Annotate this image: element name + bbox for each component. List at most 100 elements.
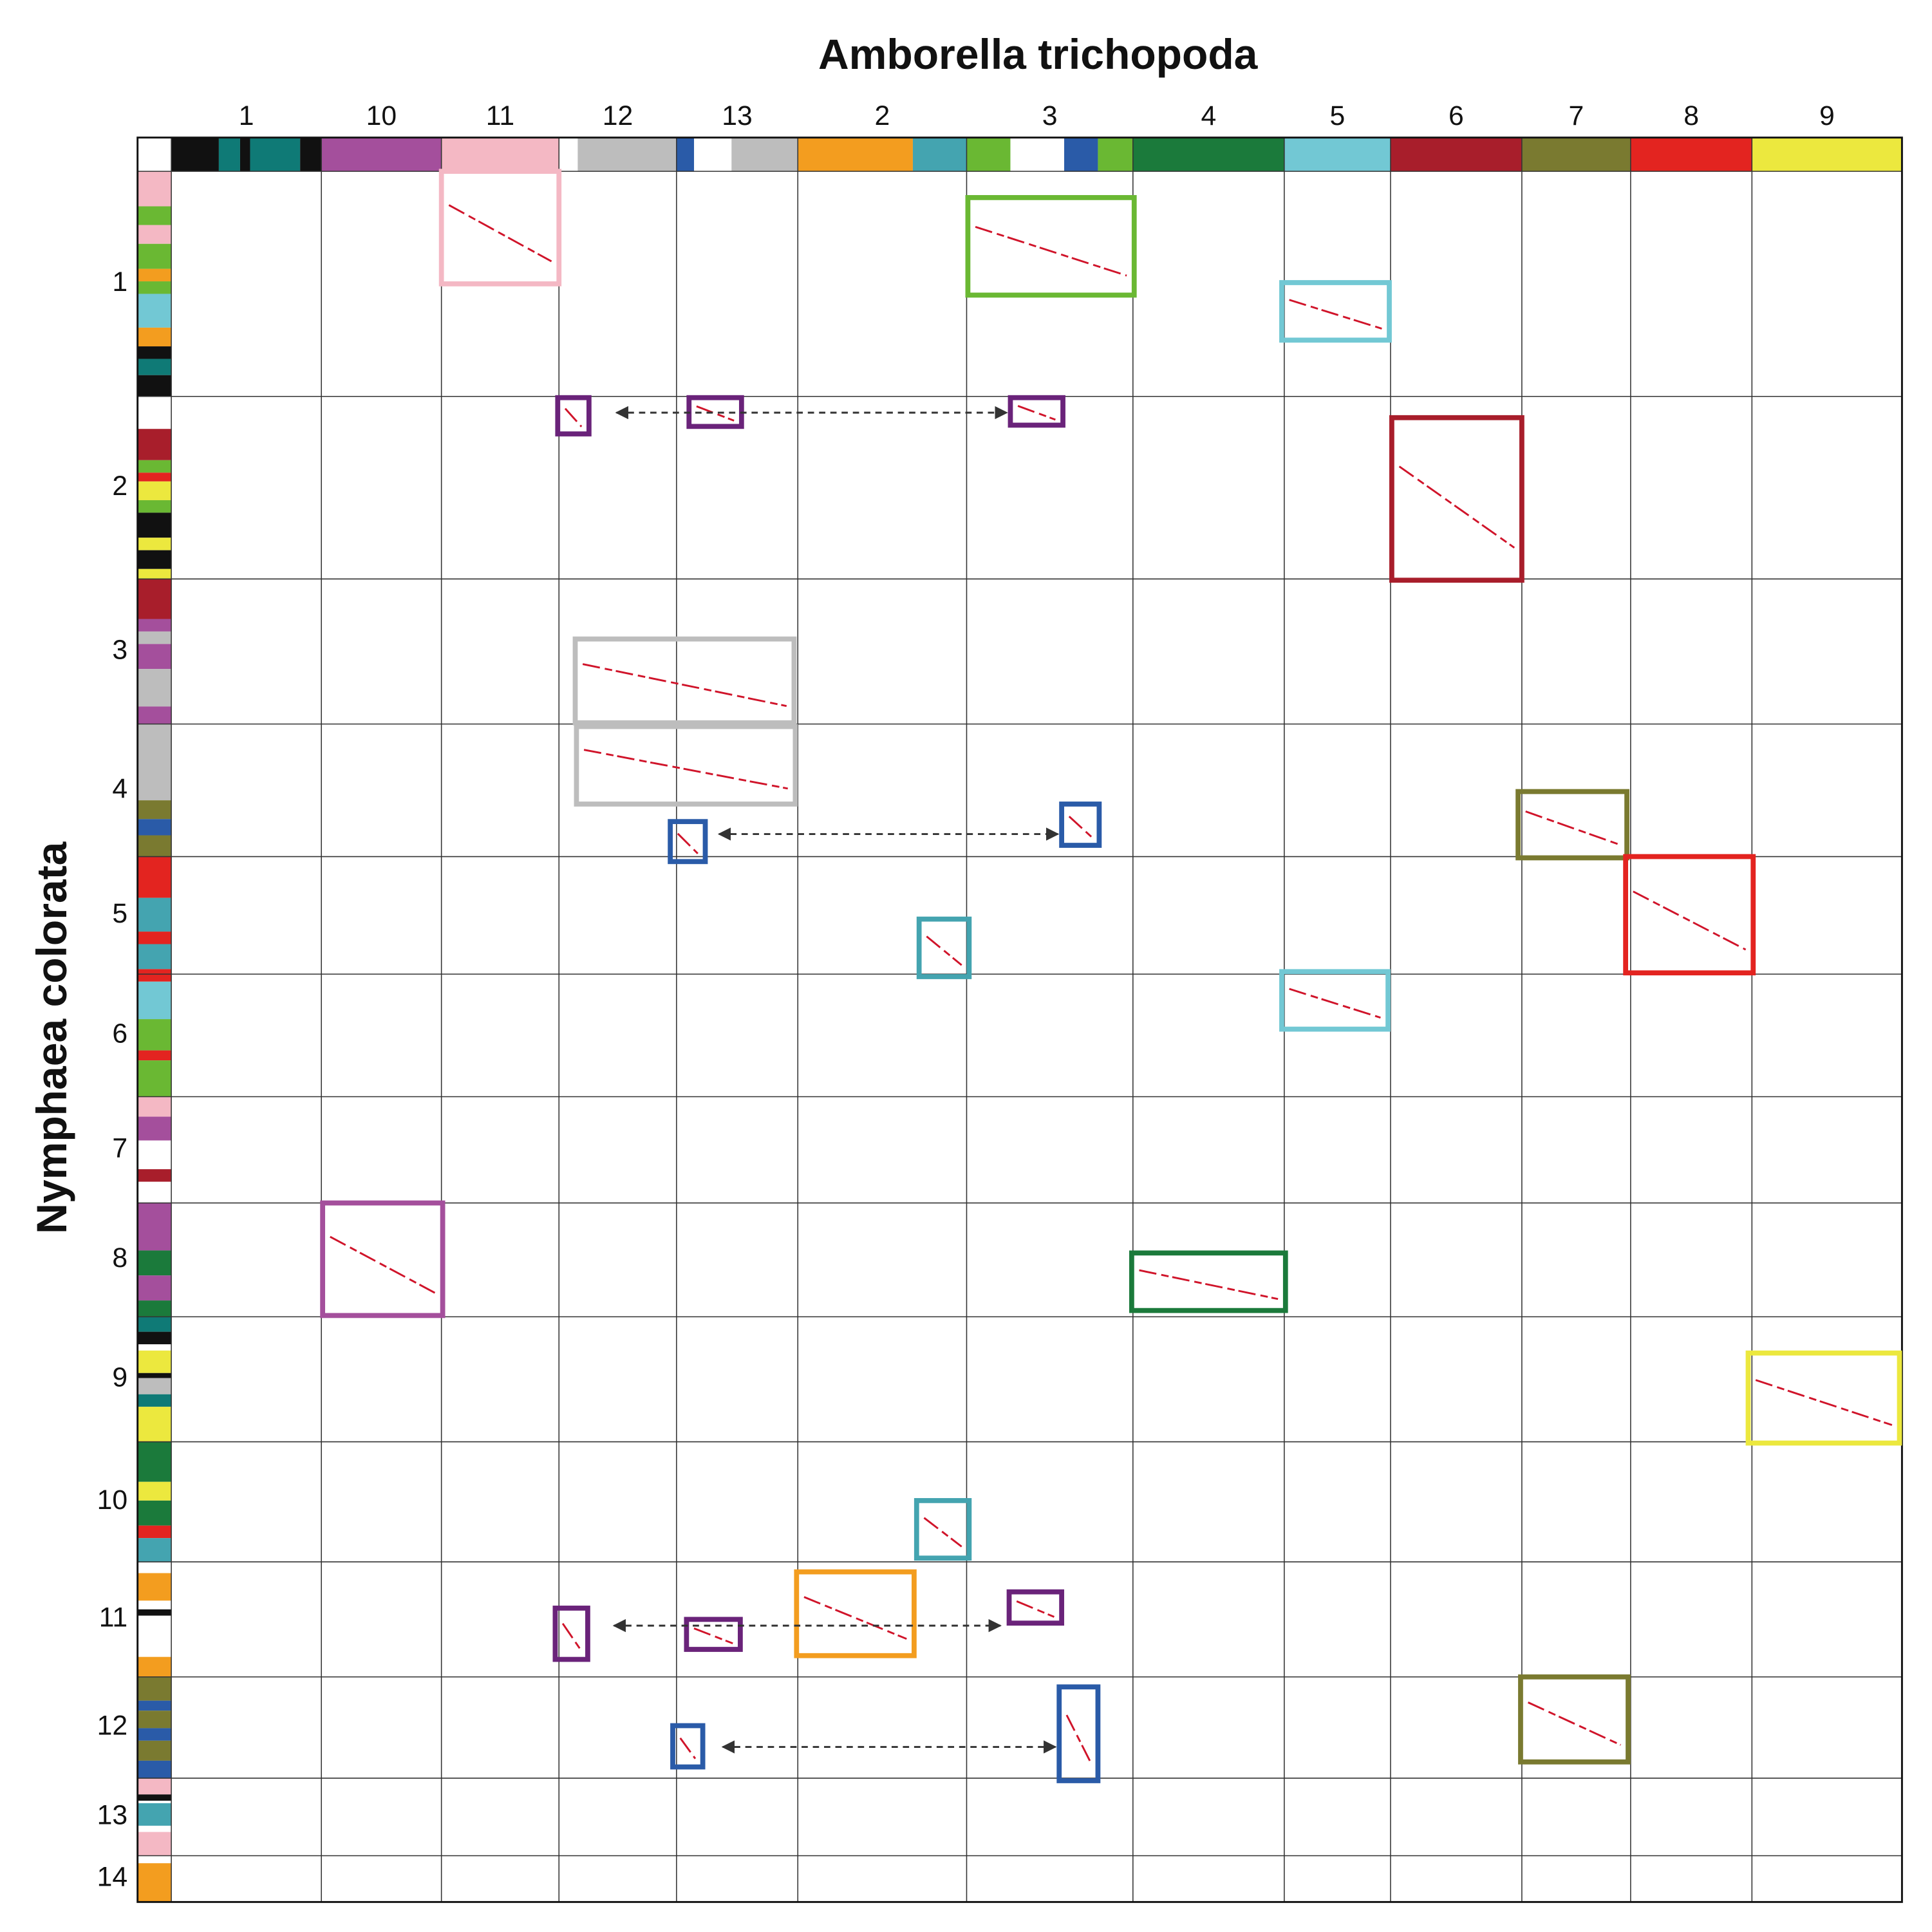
strip <box>137 1096 172 1117</box>
strip <box>137 1300 172 1317</box>
strip <box>1390 137 1522 172</box>
strip <box>137 724 172 801</box>
strip <box>137 1656 172 1677</box>
synteny-trace <box>1139 1269 1279 1300</box>
x-title: Amborella trichopoda <box>818 30 1259 78</box>
strip <box>137 1711 172 1729</box>
strip <box>137 327 172 347</box>
highlight-box <box>555 395 592 436</box>
strip <box>137 1525 172 1539</box>
strip <box>137 1803 172 1826</box>
synteny-trace <box>330 1235 436 1294</box>
strip <box>137 1760 172 1779</box>
strip <box>239 137 250 172</box>
strip <box>966 137 1011 172</box>
row-label: 2 <box>112 471 127 502</box>
strip <box>137 550 172 569</box>
strip <box>137 359 172 375</box>
highlight-box <box>965 195 1137 298</box>
highlight-box <box>1623 854 1756 976</box>
strip <box>137 1573 172 1601</box>
strip <box>137 460 172 473</box>
highlight-box <box>572 636 797 726</box>
highlight-box <box>574 724 798 807</box>
strip <box>137 981 172 1020</box>
strip <box>137 1481 172 1501</box>
synteny-trace <box>1016 1600 1055 1618</box>
strip <box>1098 137 1133 172</box>
synteny-trace <box>1755 1379 1893 1426</box>
synteny-trace <box>1068 816 1093 838</box>
row-label: 4 <box>112 773 127 804</box>
strip <box>137 1317 172 1332</box>
column-label: 4 <box>1201 100 1216 131</box>
highlight-box <box>1129 1250 1288 1313</box>
row-label: 5 <box>112 898 127 929</box>
strip <box>137 225 172 244</box>
column-label: 1 <box>239 100 254 131</box>
strip <box>137 473 172 482</box>
highlight-box <box>794 1569 917 1658</box>
column-label: 3 <box>1042 100 1058 131</box>
synteny-trace <box>1289 988 1381 1019</box>
synteny-trace <box>975 225 1127 277</box>
strip <box>137 1832 172 1856</box>
strip <box>137 1500 172 1526</box>
strip <box>137 1350 172 1373</box>
synteny-trace <box>677 832 699 854</box>
strip <box>137 1060 172 1097</box>
row-label: 8 <box>112 1243 127 1273</box>
strip <box>137 375 172 397</box>
synteny-trace <box>582 663 787 708</box>
strip <box>137 969 172 982</box>
strip <box>1630 137 1752 172</box>
strip <box>137 481 172 500</box>
strip <box>137 1700 172 1711</box>
column-label: 8 <box>1683 100 1699 131</box>
strip <box>137 1794 172 1801</box>
strip <box>300 137 322 172</box>
strip <box>137 835 172 857</box>
synteny-trace <box>679 1737 697 1759</box>
strip <box>250 137 301 172</box>
strip <box>137 243 172 269</box>
strip <box>137 346 172 359</box>
strip <box>137 1609 172 1616</box>
highlight-box <box>1056 1684 1101 1783</box>
synteny-trace <box>1398 465 1515 549</box>
highlight-box <box>1515 789 1629 861</box>
column-label: 11 <box>486 100 514 131</box>
strip <box>137 800 172 820</box>
strip <box>137 1778 172 1795</box>
synteny-trace <box>1289 299 1382 330</box>
strip <box>137 538 172 550</box>
highlight-box <box>916 916 972 979</box>
strip <box>137 1676 172 1701</box>
synteny-trace <box>926 935 962 966</box>
row-label: 11 <box>99 1602 127 1633</box>
strip <box>441 137 559 172</box>
strip <box>137 706 172 724</box>
highlight-box <box>670 1723 706 1770</box>
row-label: 7 <box>112 1132 127 1163</box>
strip <box>137 568 172 579</box>
strip <box>137 819 172 836</box>
strip <box>731 137 798 172</box>
strip <box>137 512 172 538</box>
highlight-box <box>1279 280 1392 343</box>
synteny-trace <box>923 1517 962 1548</box>
strip <box>137 1275 172 1301</box>
strip <box>137 171 172 207</box>
strip <box>1752 137 1902 172</box>
strip <box>137 1441 172 1482</box>
synteny-trace <box>1633 890 1747 951</box>
highlight-box <box>1006 1589 1064 1626</box>
strip <box>321 137 442 172</box>
synteny-trace <box>564 408 583 427</box>
strip <box>912 137 967 172</box>
synteny-trace <box>561 1622 581 1650</box>
column-label: 10 <box>366 100 397 131</box>
column-label: 13 <box>722 100 753 131</box>
strip <box>137 932 172 944</box>
strip <box>1132 137 1284 172</box>
